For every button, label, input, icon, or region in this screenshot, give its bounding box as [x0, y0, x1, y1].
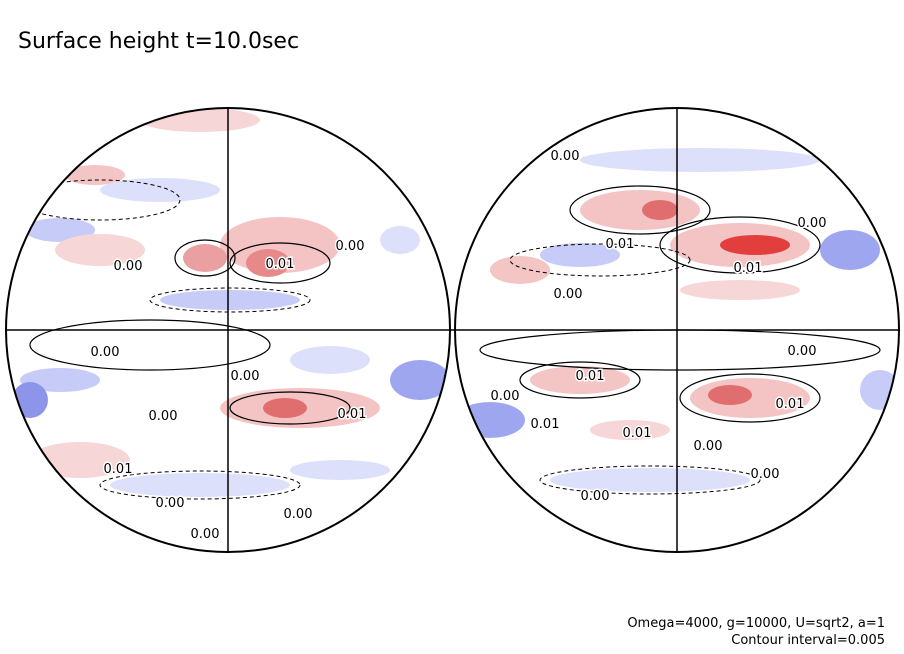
contour-label: 0.01	[606, 237, 635, 252]
contour-label: 0.00	[751, 467, 780, 482]
contour-label: 0.01	[576, 369, 605, 384]
contour-label: 0.00	[231, 369, 260, 384]
contour-label: 0.01	[104, 462, 133, 477]
contour-label: 0.00	[798, 216, 827, 231]
contour-label: 0.00	[554, 287, 583, 302]
contour-label: 0.01	[623, 426, 652, 441]
contour-interval: Contour interval=0.005	[731, 633, 885, 648]
contour-label: 0.00	[114, 259, 143, 274]
contour-label: 0.01	[266, 257, 295, 272]
grid	[6, 108, 899, 552]
contour-label: 0.00	[284, 507, 313, 522]
right-globe	[454, 107, 900, 553]
contour-label: 0.01	[734, 261, 763, 276]
contour-label: 0.00	[551, 149, 580, 164]
title: Surface height t=10.0sec	[18, 29, 299, 54]
contour-label: 0.00	[91, 345, 120, 360]
contour-label: 0.00	[581, 489, 610, 504]
contour-label: 0.00	[156, 496, 185, 511]
contour-label: 0.00	[336, 239, 365, 254]
contour-label: 0.01	[531, 417, 560, 432]
contour-label: 0.01	[338, 407, 367, 422]
contour-label: 0.00	[788, 344, 817, 359]
contour-label: 0.00	[694, 439, 723, 454]
contour-label: 0.00	[191, 527, 220, 542]
contour-label: 0.00	[149, 409, 178, 424]
parameters: Omega=4000, g=10000, U=sqrt2, a=1	[627, 616, 885, 631]
contour-label: 0.00	[491, 389, 520, 404]
left-field	[12, 108, 450, 500]
left-globe	[5, 107, 451, 553]
contour-label: 0.01	[776, 397, 805, 412]
right-field	[455, 148, 899, 495]
